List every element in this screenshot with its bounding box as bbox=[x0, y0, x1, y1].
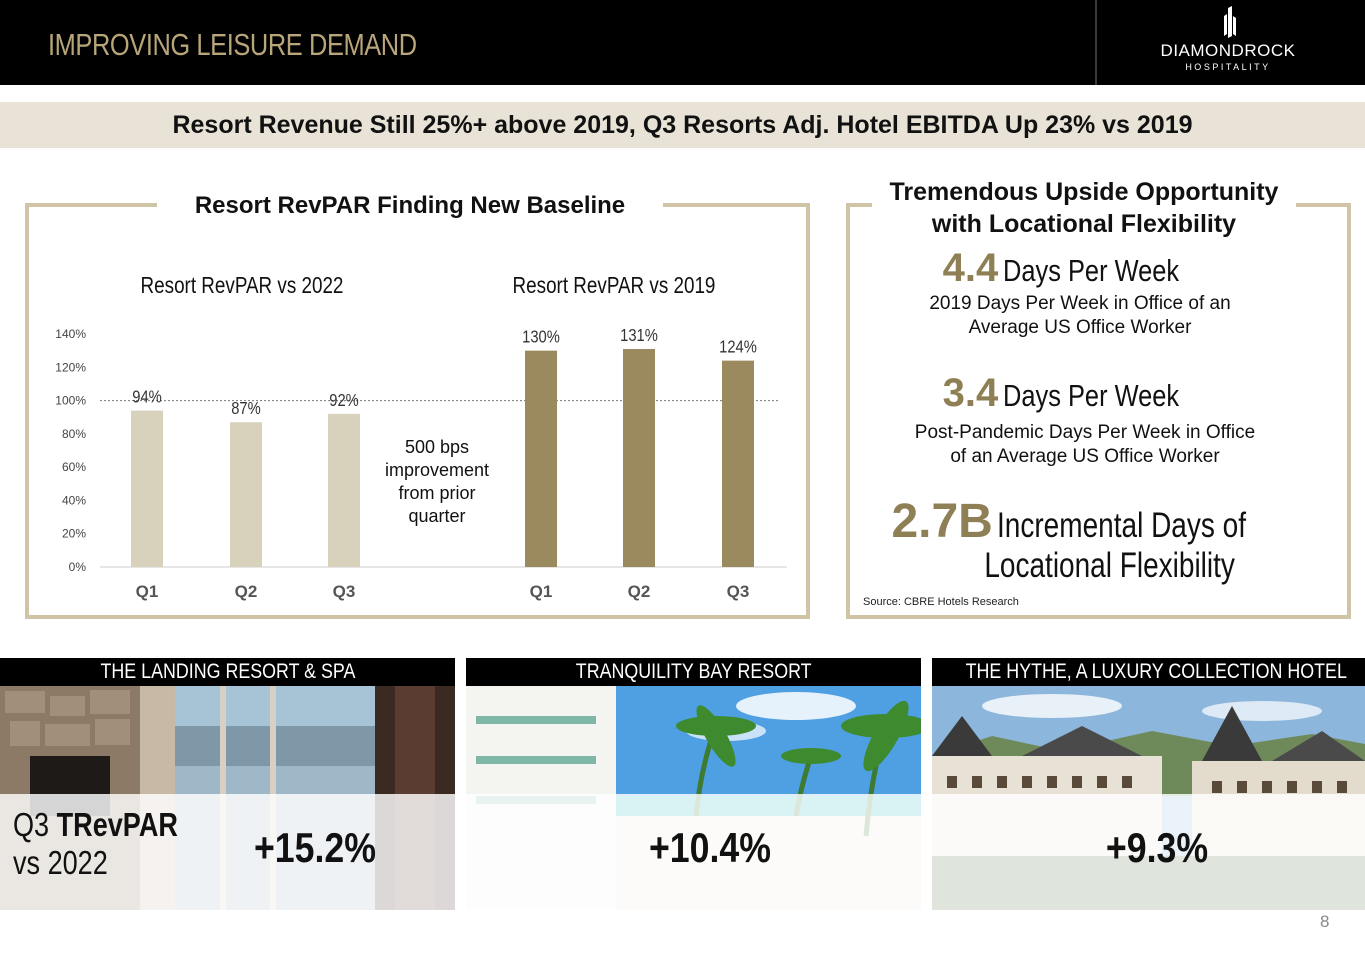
page-title: IMPROVING LEISURE DEMAND bbox=[48, 27, 417, 62]
upside-title-line2: with Locational Flexibility bbox=[931, 210, 1237, 238]
property-name-landing: THE LANDING RESORT & SPA bbox=[100, 660, 355, 683]
headline-banner: Resort Revenue Still 25%+ above 2019, Q3… bbox=[0, 102, 1365, 148]
logo-subtitle: HOSPITALITY bbox=[1185, 62, 1271, 72]
upside-title-line1: Tremendous Upside Opportunity bbox=[889, 178, 1279, 206]
stat-1-desc-line1: 2019 Days Per Week in Office of an bbox=[929, 293, 1231, 314]
stat-3-headline: 2.7B Incremental Days of bbox=[880, 494, 1320, 549]
stat-1-headline: 4.4 Days Per Week bbox=[900, 246, 1260, 291]
photo-overlay-tranquility bbox=[466, 794, 921, 910]
diamondrock-logo-icon bbox=[1224, 6, 1236, 38]
page-number: 8 bbox=[1320, 912, 1330, 931]
property-header-tranquility: TRANQUILITY BAY RESORT bbox=[466, 658, 921, 686]
stat-1-desc-line2: Average US Office Worker bbox=[968, 317, 1192, 338]
property-header-landing: THE LANDING RESORT & SPA bbox=[0, 658, 455, 686]
headline-text: Resort Revenue Still 25%+ above 2019, Q3… bbox=[172, 111, 1193, 139]
stat-2-unit: Days Per Week bbox=[1002, 378, 1179, 413]
photo-overlay-landing bbox=[0, 794, 455, 910]
trevpar-bold: TRevPAR bbox=[56, 806, 178, 843]
stat-2-number: 3.4 bbox=[942, 371, 999, 415]
stat-2-desc-line2: of an Average US Office Worker bbox=[950, 446, 1220, 467]
trevpar-line2: vs 2022 bbox=[13, 844, 108, 881]
change-tranquility: +10.4% bbox=[648, 824, 772, 871]
source-note: Source: CBRE Hotels Research bbox=[863, 596, 1019, 608]
header-divider bbox=[1095, 0, 1097, 85]
photo-overlay-hythe bbox=[932, 794, 1365, 910]
stat-1-description: 2019 Days Per Week in Office of an Avera… bbox=[880, 292, 1280, 340]
photo-tranquility-bay bbox=[466, 686, 921, 910]
header-bar bbox=[0, 0, 1365, 85]
stat-2-description: Post-Pandemic Days Per Week in Office of… bbox=[870, 421, 1300, 469]
change-hythe: +9.3% bbox=[1105, 824, 1209, 871]
stat-1-number: 4.4 bbox=[942, 246, 999, 290]
stat-1-unit: Days Per Week bbox=[1002, 253, 1179, 288]
trevpar-label: Q3 TRevPAR vs 2022 bbox=[13, 806, 178, 882]
logo-name: DIAMONDROCK bbox=[1160, 41, 1296, 60]
property-name-hythe: THE HYTHE, A LUXURY COLLECTION HOTEL bbox=[965, 660, 1347, 683]
photo-the-hythe bbox=[932, 686, 1365, 910]
chart-panel-frame bbox=[25, 203, 810, 619]
stat-2-desc-line1: Post-Pandemic Days Per Week in Office bbox=[914, 422, 1256, 443]
photo-landing-resort bbox=[0, 686, 455, 910]
upside-panel-title: Tremendous Upside Opportunity with Locat… bbox=[872, 176, 1296, 240]
stat-3-unit-line1: Incremental Days of bbox=[997, 506, 1247, 545]
change-landing: +15.2% bbox=[253, 824, 377, 871]
stat-3-unit-line2: Locational Flexibility bbox=[930, 546, 1290, 586]
stat-3-unit-line2-text: Locational Flexibility bbox=[984, 546, 1236, 585]
property-header-hythe: THE HYTHE, A LUXURY COLLECTION HOTEL bbox=[932, 658, 1365, 686]
property-name-tranquility: TRANQUILITY BAY RESORT bbox=[575, 660, 812, 683]
stat-3-number: 2.7B bbox=[891, 495, 993, 548]
chart-panel-title: Resort RevPAR Finding New Baseline bbox=[157, 188, 663, 224]
trevpar-prefix: Q3 bbox=[13, 806, 57, 843]
stat-2-headline: 3.4 Days Per Week bbox=[900, 371, 1260, 416]
